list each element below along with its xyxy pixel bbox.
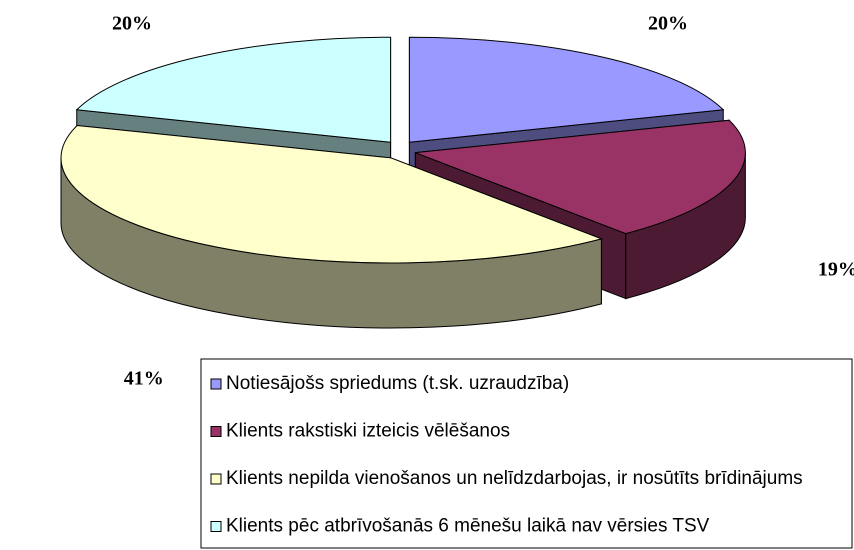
data-label: 20% bbox=[648, 13, 688, 35]
slice bbox=[408, 36, 725, 143]
data-label: 19% bbox=[818, 258, 854, 280]
legend-label: Notiesājošs spriedums (t.sk. uzraudzība) bbox=[226, 373, 569, 394]
legend-label: Klients nepilda vienošanos un nelīdzdarb… bbox=[226, 468, 803, 489]
legend-label: Klients pēc atbrīvošanās 6 mēnešu laikā … bbox=[226, 516, 710, 537]
legend-swatch bbox=[210, 426, 222, 437]
legend-box bbox=[200, 358, 853, 549]
data-label: 41% bbox=[124, 368, 164, 390]
slice bbox=[75, 36, 392, 143]
slice bbox=[60, 124, 603, 264]
data-label: 20% bbox=[112, 13, 152, 35]
legend-swatch bbox=[210, 473, 222, 485]
slice bbox=[415, 119, 746, 235]
legend-label: Klients rakstiski izteicis vēlēšanos bbox=[226, 421, 510, 442]
legend-swatch bbox=[210, 378, 222, 390]
legend-swatch bbox=[210, 521, 222, 532]
